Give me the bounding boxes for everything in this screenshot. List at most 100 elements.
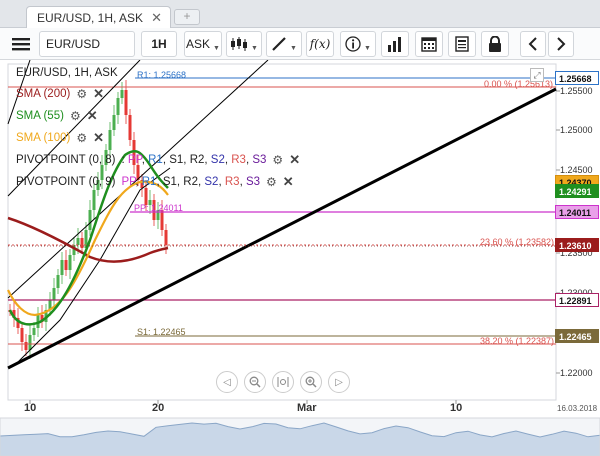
- legend-sma200[interactable]: SMA (200) ⚙ ✕: [16, 86, 104, 102]
- fit-icon: [277, 377, 289, 387]
- sma55-line: [8, 149, 169, 326]
- candle-body: [124, 90, 128, 115]
- close-icon[interactable]: ✕: [93, 130, 104, 145]
- lock-button[interactable]: [481, 31, 509, 57]
- candle-body: [96, 180, 100, 190]
- gear-icon[interactable]: ⚙: [272, 153, 284, 167]
- candle-body: [132, 140, 136, 165]
- price-side-selector[interactable]: ASK ▼: [184, 31, 222, 57]
- sma100-line: [7, 180, 169, 317]
- candle-body: [76, 238, 80, 245]
- reset-zoom-button[interactable]: [272, 371, 294, 393]
- info-button[interactable]: ▼: [340, 31, 376, 57]
- caret-icon: ▼: [251, 44, 258, 52]
- candle-body: [56, 275, 60, 288]
- timeframe-label: 1H: [151, 37, 167, 51]
- candle-body: [80, 238, 84, 248]
- channel-line-lower: [7, 60, 269, 299]
- candle-body: [20, 328, 24, 342]
- bars-button[interactable]: [381, 31, 409, 57]
- price-tick-label: 1.22000: [560, 368, 593, 378]
- draw-tools-button[interactable]: ▼: [266, 31, 302, 57]
- candle-body: [104, 150, 108, 165]
- fib-236-label: 23.60 % (1.23582): [480, 237, 555, 247]
- next-icon: [557, 37, 566, 51]
- gear-icon[interactable]: ⚙: [266, 175, 277, 189]
- info-icon: [345, 36, 361, 52]
- chart-tab[interactable]: EUR/USD, 1H, ASK ✕: [26, 6, 171, 29]
- pivot-level-pp: PP: [121, 176, 136, 188]
- candle-body: [72, 245, 76, 255]
- price-chart[interactable]: EUR/USD, 1H, ASK SMA (200) ⚙ ✕ SMA (55) …: [0, 60, 600, 456]
- scroll-left-button[interactable]: ◁: [216, 371, 238, 393]
- time-label-1: 20: [152, 402, 165, 414]
- legend-sma55[interactable]: SMA (55) ⚙ ✕: [16, 108, 98, 124]
- zoom-out-button[interactable]: [244, 371, 266, 393]
- next-button[interactable]: [548, 31, 574, 57]
- legend-pivot1[interactable]: PIVOTPOINT (0, 8) : PP, R1, S1, R2, S2, …: [16, 152, 300, 168]
- gear-icon[interactable]: ⚙: [69, 109, 81, 123]
- separator: ,: [141, 154, 149, 166]
- add-tab-button[interactable]: +: [174, 9, 200, 25]
- time-label-2: Mar: [297, 402, 317, 414]
- close-icon[interactable]: ✕: [151, 10, 162, 25]
- sma100-label: SMA (100): [16, 132, 71, 144]
- legend-sma100[interactable]: SMA (100) ⚙ ✕: [16, 130, 104, 146]
- candle-body: [28, 335, 32, 350]
- candle-body: [144, 188, 148, 205]
- separator: ,: [245, 154, 253, 166]
- close-icon[interactable]: ✕: [86, 108, 98, 123]
- candle-body: [44, 310, 48, 322]
- close-icon[interactable]: ✕: [289, 152, 301, 167]
- menu-button[interactable]: [8, 31, 34, 57]
- pivot-level-r1: R1: [148, 154, 163, 166]
- pivot1-levels: : PP, R1, S1, R2, S2, R3, S3: [121, 154, 266, 166]
- expand-icon[interactable]: ⤢: [530, 68, 544, 82]
- candle-body: [140, 180, 144, 188]
- scroll-right-button[interactable]: ▷: [328, 371, 350, 393]
- close-icon[interactable]: ✕: [282, 174, 294, 189]
- channel-line-upper: [7, 60, 141, 197]
- close-icon[interactable]: ✕: [93, 86, 104, 101]
- zoom-in-button[interactable]: [300, 371, 322, 393]
- fib-382-label: 38.20 % (1.22387): [480, 336, 555, 346]
- chart-type-button[interactable]: ▼: [226, 31, 262, 57]
- candle-body: [152, 200, 156, 220]
- candle-body: [164, 230, 168, 245]
- caret-icon: ▼: [364, 44, 371, 52]
- prev-icon: [528, 37, 537, 51]
- candle-body: [148, 200, 152, 205]
- legend-title: EUR/USD, 1H, ASK: [16, 65, 118, 81]
- separator: ,: [162, 154, 170, 166]
- candle-body: [24, 342, 28, 350]
- draw-icon: [272, 37, 286, 51]
- candle-body: [40, 315, 44, 322]
- gear-icon[interactable]: ⚙: [76, 87, 88, 101]
- candle-body: [16, 318, 20, 328]
- gear-icon[interactable]: ⚙: [76, 131, 88, 145]
- timeframe-selector[interactable]: 1H: [141, 31, 177, 57]
- navigator-area: [0, 422, 600, 456]
- calendar-button[interactable]: [415, 31, 443, 57]
- sma200-line: [7, 216, 169, 263]
- candle-body: [60, 260, 64, 275]
- pivot-level-pp: PP: [127, 154, 142, 166]
- report-button[interactable]: [448, 31, 476, 57]
- tab-bar: EUR/USD, 1H, ASK ✕ +: [0, 0, 600, 29]
- price-tick-label: 1.25500: [560, 86, 593, 96]
- calendar-icon: [421, 37, 437, 52]
- pivot-level-s3: S3: [245, 176, 261, 188]
- candle-body: [100, 165, 104, 180]
- price-tag-r1: 1.25668: [555, 71, 599, 85]
- price-tick-label: 1.25000: [560, 125, 593, 135]
- legend-pivot2[interactable]: PIVOTPOINT (0, 9) PP, R1, S1, R2, S2, R3…: [16, 174, 294, 190]
- pivot-level-s2: S2: [210, 154, 225, 166]
- chart-canvas[interactable]: [0, 60, 600, 456]
- time-label-3: 10: [450, 402, 463, 414]
- symbol-selector[interactable]: EUR/USD: [39, 31, 135, 57]
- prev-button[interactable]: [520, 31, 546, 57]
- pivot-level-r2: R2: [189, 154, 205, 166]
- pivot-level-s2: S2: [204, 176, 219, 188]
- caret-icon: ▼: [213, 44, 220, 52]
- indicators-button[interactable]: f(x): [306, 31, 334, 57]
